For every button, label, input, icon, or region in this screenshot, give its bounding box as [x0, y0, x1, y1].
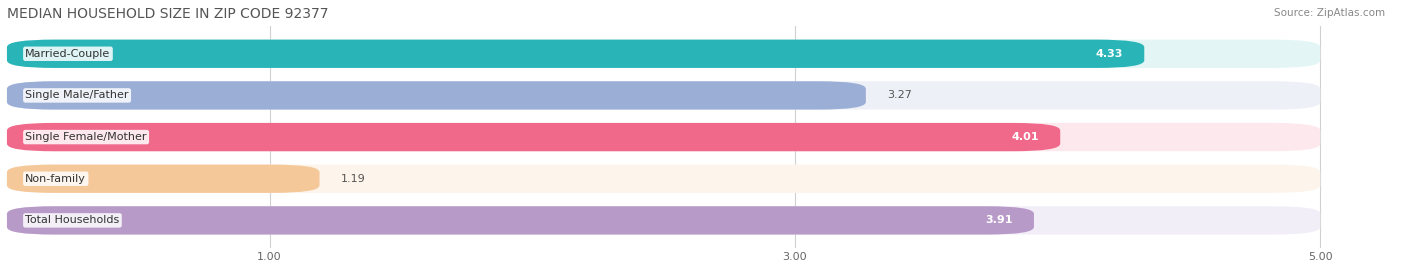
FancyBboxPatch shape — [7, 123, 1320, 151]
Text: 4.01: 4.01 — [1012, 132, 1039, 142]
Text: Non-family: Non-family — [25, 174, 86, 184]
FancyBboxPatch shape — [7, 40, 1144, 68]
FancyBboxPatch shape — [7, 206, 1033, 235]
Text: 3.91: 3.91 — [986, 215, 1012, 225]
FancyBboxPatch shape — [7, 81, 866, 109]
Text: MEDIAN HOUSEHOLD SIZE IN ZIP CODE 92377: MEDIAN HOUSEHOLD SIZE IN ZIP CODE 92377 — [7, 7, 329, 21]
Text: 4.33: 4.33 — [1095, 49, 1123, 59]
Text: Single Male/Father: Single Male/Father — [25, 90, 129, 100]
Text: 3.27: 3.27 — [887, 90, 911, 100]
Text: Source: ZipAtlas.com: Source: ZipAtlas.com — [1274, 8, 1385, 18]
FancyBboxPatch shape — [7, 123, 1060, 151]
Text: 1.19: 1.19 — [340, 174, 366, 184]
Text: Married-Couple: Married-Couple — [25, 49, 111, 59]
Text: Single Female/Mother: Single Female/Mother — [25, 132, 146, 142]
FancyBboxPatch shape — [7, 40, 1320, 68]
Text: Total Households: Total Households — [25, 215, 120, 225]
FancyBboxPatch shape — [7, 81, 1320, 109]
FancyBboxPatch shape — [7, 206, 1320, 235]
FancyBboxPatch shape — [7, 165, 319, 193]
FancyBboxPatch shape — [7, 165, 1320, 193]
